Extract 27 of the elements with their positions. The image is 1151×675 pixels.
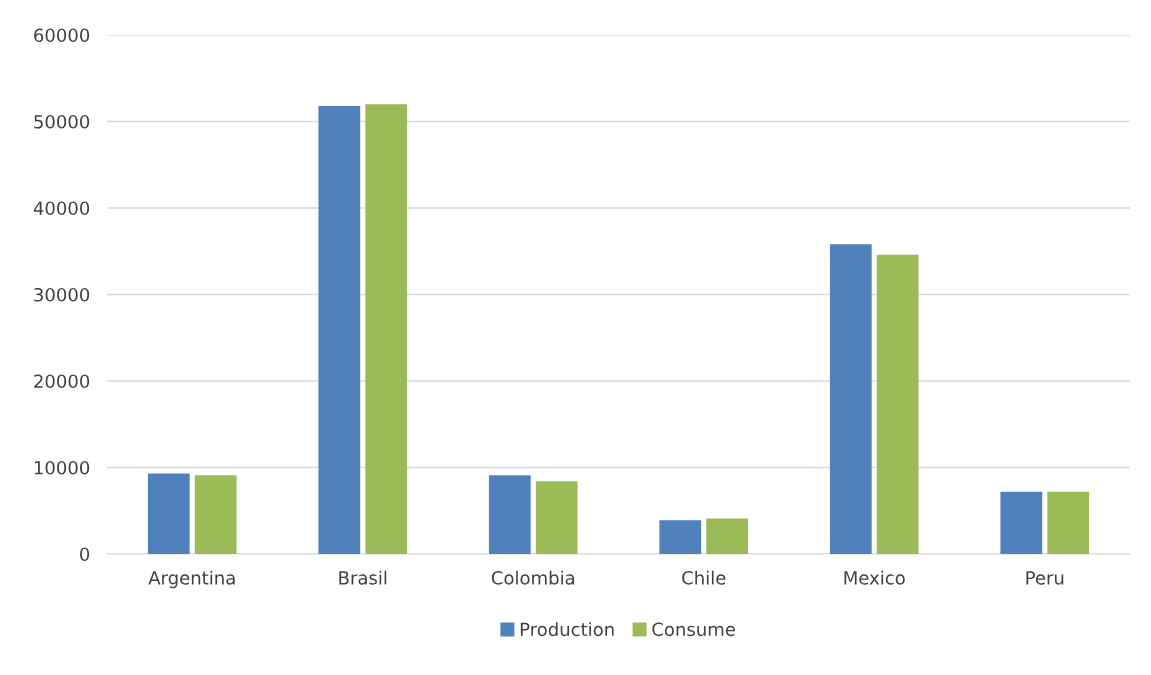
bar bbox=[365, 104, 408, 554]
x-tick-label: Chile bbox=[682, 570, 726, 585]
legend-label: Production bbox=[520, 622, 614, 637]
legend-label: Consume bbox=[652, 622, 735, 637]
y-tick-label: 40000 bbox=[33, 201, 90, 216]
bar bbox=[829, 244, 872, 554]
y-tick-label: 60000 bbox=[34, 28, 90, 43]
x-tick-label: Mexico bbox=[844, 570, 905, 585]
x-tick-label: Brasil bbox=[339, 570, 387, 585]
bar bbox=[194, 475, 237, 554]
y-tick-label: 30000 bbox=[34, 287, 90, 302]
bar bbox=[659, 520, 702, 554]
bar bbox=[488, 475, 531, 554]
bar bbox=[535, 481, 578, 554]
y-tick-label: 10000 bbox=[34, 460, 90, 475]
y-tick-label: 20000 bbox=[34, 374, 90, 389]
bar bbox=[876, 254, 919, 554]
y-tick-label: 50000 bbox=[34, 114, 90, 129]
x-tick-label: Peru bbox=[1026, 571, 1064, 585]
bar bbox=[147, 473, 190, 554]
bar bbox=[318, 105, 361, 554]
bar bbox=[1047, 491, 1090, 554]
x-tick-label: Colombia bbox=[491, 570, 575, 585]
y-tick-label: 0 bbox=[80, 547, 90, 562]
x-tick-label: Argentina bbox=[148, 570, 235, 589]
bar bbox=[1000, 491, 1043, 554]
bar bbox=[706, 518, 749, 554]
